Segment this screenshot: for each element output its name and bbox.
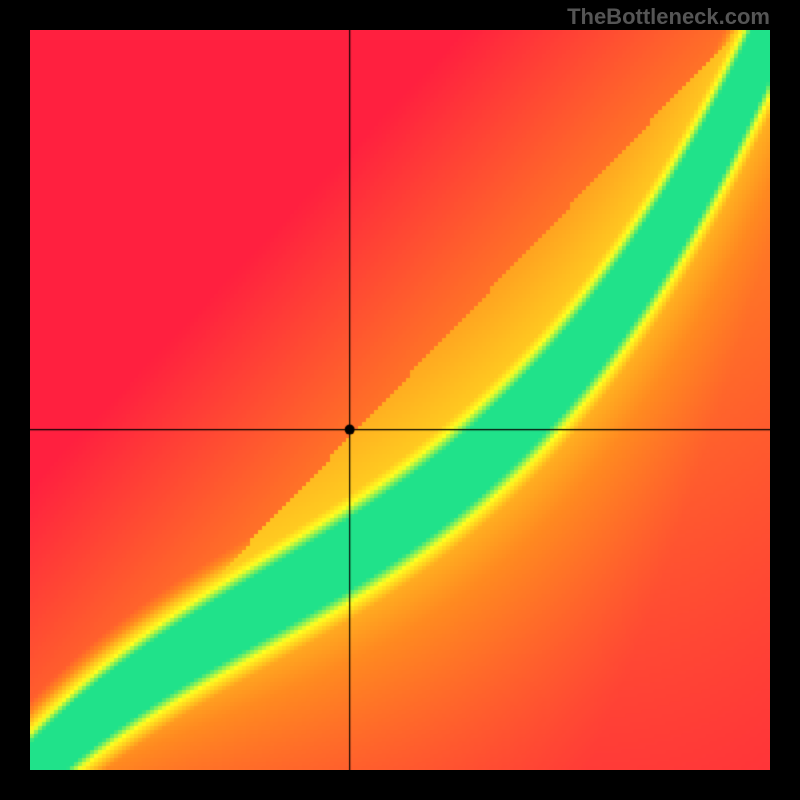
bottleneck-heatmap: [30, 30, 770, 770]
chart-container: TheBottleneck.com: [0, 0, 800, 800]
watermark-text: TheBottleneck.com: [567, 4, 770, 30]
